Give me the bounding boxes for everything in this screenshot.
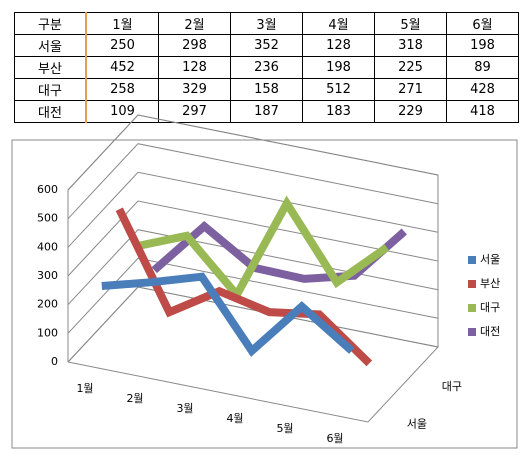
table-cell: 89: [446, 56, 519, 79]
series-line: [135, 195, 390, 302]
y-tick-label: 400: [37, 240, 58, 253]
series-line: [115, 207, 373, 367]
legend-label: 대구: [480, 301, 500, 314]
table-row: 대전 109 297 187 183 229 418: [14, 100, 519, 123]
table-cell: 대전: [14, 100, 87, 123]
x-tick-label: 3월: [176, 402, 193, 415]
y-tick-label: 0: [51, 355, 58, 368]
table-cell: 대구: [14, 78, 87, 101]
table-cell: 183: [302, 100, 375, 123]
table-cell: 271: [374, 78, 447, 101]
series-line: [101, 272, 355, 357]
table-cell: 318: [374, 34, 447, 57]
table-cell: 225: [374, 56, 447, 79]
y-tick-label: 200: [37, 298, 58, 311]
x-tick-label: 4월: [226, 412, 243, 425]
grid-line: [67, 171, 439, 248]
legend-swatch: [468, 304, 476, 312]
table-cell: 4월: [302, 12, 375, 35]
table-row: 서울 250 298 352 128 318 198: [14, 34, 519, 57]
grid-line: [67, 229, 439, 306]
grid-line: [67, 114, 439, 191]
grid-line: [67, 143, 439, 220]
legend-swatch: [468, 280, 476, 288]
legend-swatch: [468, 328, 476, 336]
table-cell: 128: [158, 56, 231, 79]
chart-area: [11, 139, 518, 449]
table-row: 부산 452 128 236 198 225 89: [14, 56, 519, 79]
depth-tick-label: 대구: [442, 380, 462, 393]
table-row: 대구 258 329 158 512 271 428: [14, 78, 519, 101]
table-cell: 418: [446, 100, 519, 123]
y-tick-label: 600: [37, 183, 58, 196]
x-tick-label: 5월: [276, 422, 293, 435]
depth-tick-label: 서울: [407, 418, 427, 431]
table-cell: 109: [85, 100, 159, 123]
legend-label: 부산: [480, 277, 500, 290]
table-cell: 187: [230, 100, 303, 123]
y-tick-label: 100: [37, 326, 58, 339]
y-tick-label: 300: [37, 269, 58, 282]
x-tick-label: 6월: [326, 432, 343, 445]
table-cell: 452: [85, 56, 159, 79]
legend-label: 대전: [480, 325, 500, 338]
y-tick-label: 500: [37, 212, 58, 225]
x-tick-label: 1월: [76, 382, 93, 395]
table-row: 구분 1월 2월 3월 4월 5월 6월: [14, 12, 519, 35]
data-table: 구분 1월 2월 3월 4월 5월 6월 서울 250 298 352 128 318 198 부산 452 1…: [14, 12, 519, 123]
legend-label: 서울: [480, 253, 500, 266]
grid-line: [67, 257, 439, 334]
table-cell: 198: [446, 34, 519, 57]
grid-line: [67, 200, 439, 277]
legend-swatch: [468, 256, 476, 264]
x-tick-label: 2월: [126, 392, 143, 405]
table-cell: 236: [230, 56, 303, 79]
